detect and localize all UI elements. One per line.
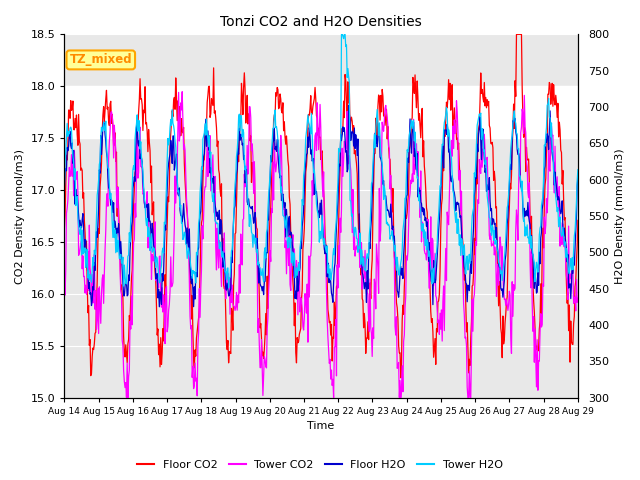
Floor H2O [203,144,211,149]
X-axis label: Time: Time [307,421,335,432]
Floor CO2 [61,226,68,232]
Y-axis label: CO2 Density (mmol/m3): CO2 Density (mmol/m3) [15,149,25,284]
Tower CO2 [123,395,131,400]
Tower CO2 [400,338,408,344]
Tower CO2 [70,193,77,199]
Tower H2O [225,285,232,290]
Floor CO2 [175,122,182,128]
Tower H2O [574,167,582,172]
Floor CO2 [383,136,391,142]
Line: Floor CO2: Floor CO2 [65,35,578,378]
Tower H2O [338,32,346,37]
Line: Tower CO2: Tower CO2 [65,92,578,398]
Tower H2O [202,132,210,138]
Tower H2O [400,221,408,227]
Floor CO2 [70,127,77,132]
Floor H2O [175,185,183,191]
Floor CO2 [397,375,404,381]
Title: Tonzi CO2 and H2O Densities: Tonzi CO2 and H2O Densities [220,15,422,29]
Floor H2O [123,279,131,285]
Floor H2O [345,102,353,108]
Floor CO2 [123,351,131,357]
Legend: Floor CO2, Tower CO2, Floor H2O, Tower H2O: Floor CO2, Tower CO2, Floor H2O, Tower H… [133,456,507,474]
Floor H2O [156,304,163,310]
Tower H2O [70,159,77,165]
Floor H2O [574,175,582,180]
Floor H2O [385,209,392,215]
Floor H2O [400,252,408,258]
Line: Tower H2O: Tower H2O [65,35,578,288]
Tower H2O [175,188,182,193]
Tower CO2 [61,274,68,279]
Tower CO2 [175,138,183,144]
Floor CO2 [399,302,407,308]
Y-axis label: H2O Density (mmol/m3): H2O Density (mmol/m3) [615,148,625,284]
Line: Floor H2O: Floor H2O [65,105,578,307]
Tower CO2 [204,139,211,144]
Floor CO2 [202,119,210,125]
Tower H2O [61,184,68,190]
Tower H2O [385,221,392,227]
Bar [65,86,578,138]
Floor H2O [70,148,77,154]
Floor H2O [61,188,68,194]
Text: TZ_mixed: TZ_mixed [70,53,132,66]
Tower CO2 [385,144,392,149]
Floor CO2 [574,217,582,223]
Tower CO2 [124,395,132,401]
Floor CO2 [513,32,520,37]
Tower CO2 [574,296,582,301]
Tower H2O [123,281,131,287]
Tower CO2 [179,89,186,95]
